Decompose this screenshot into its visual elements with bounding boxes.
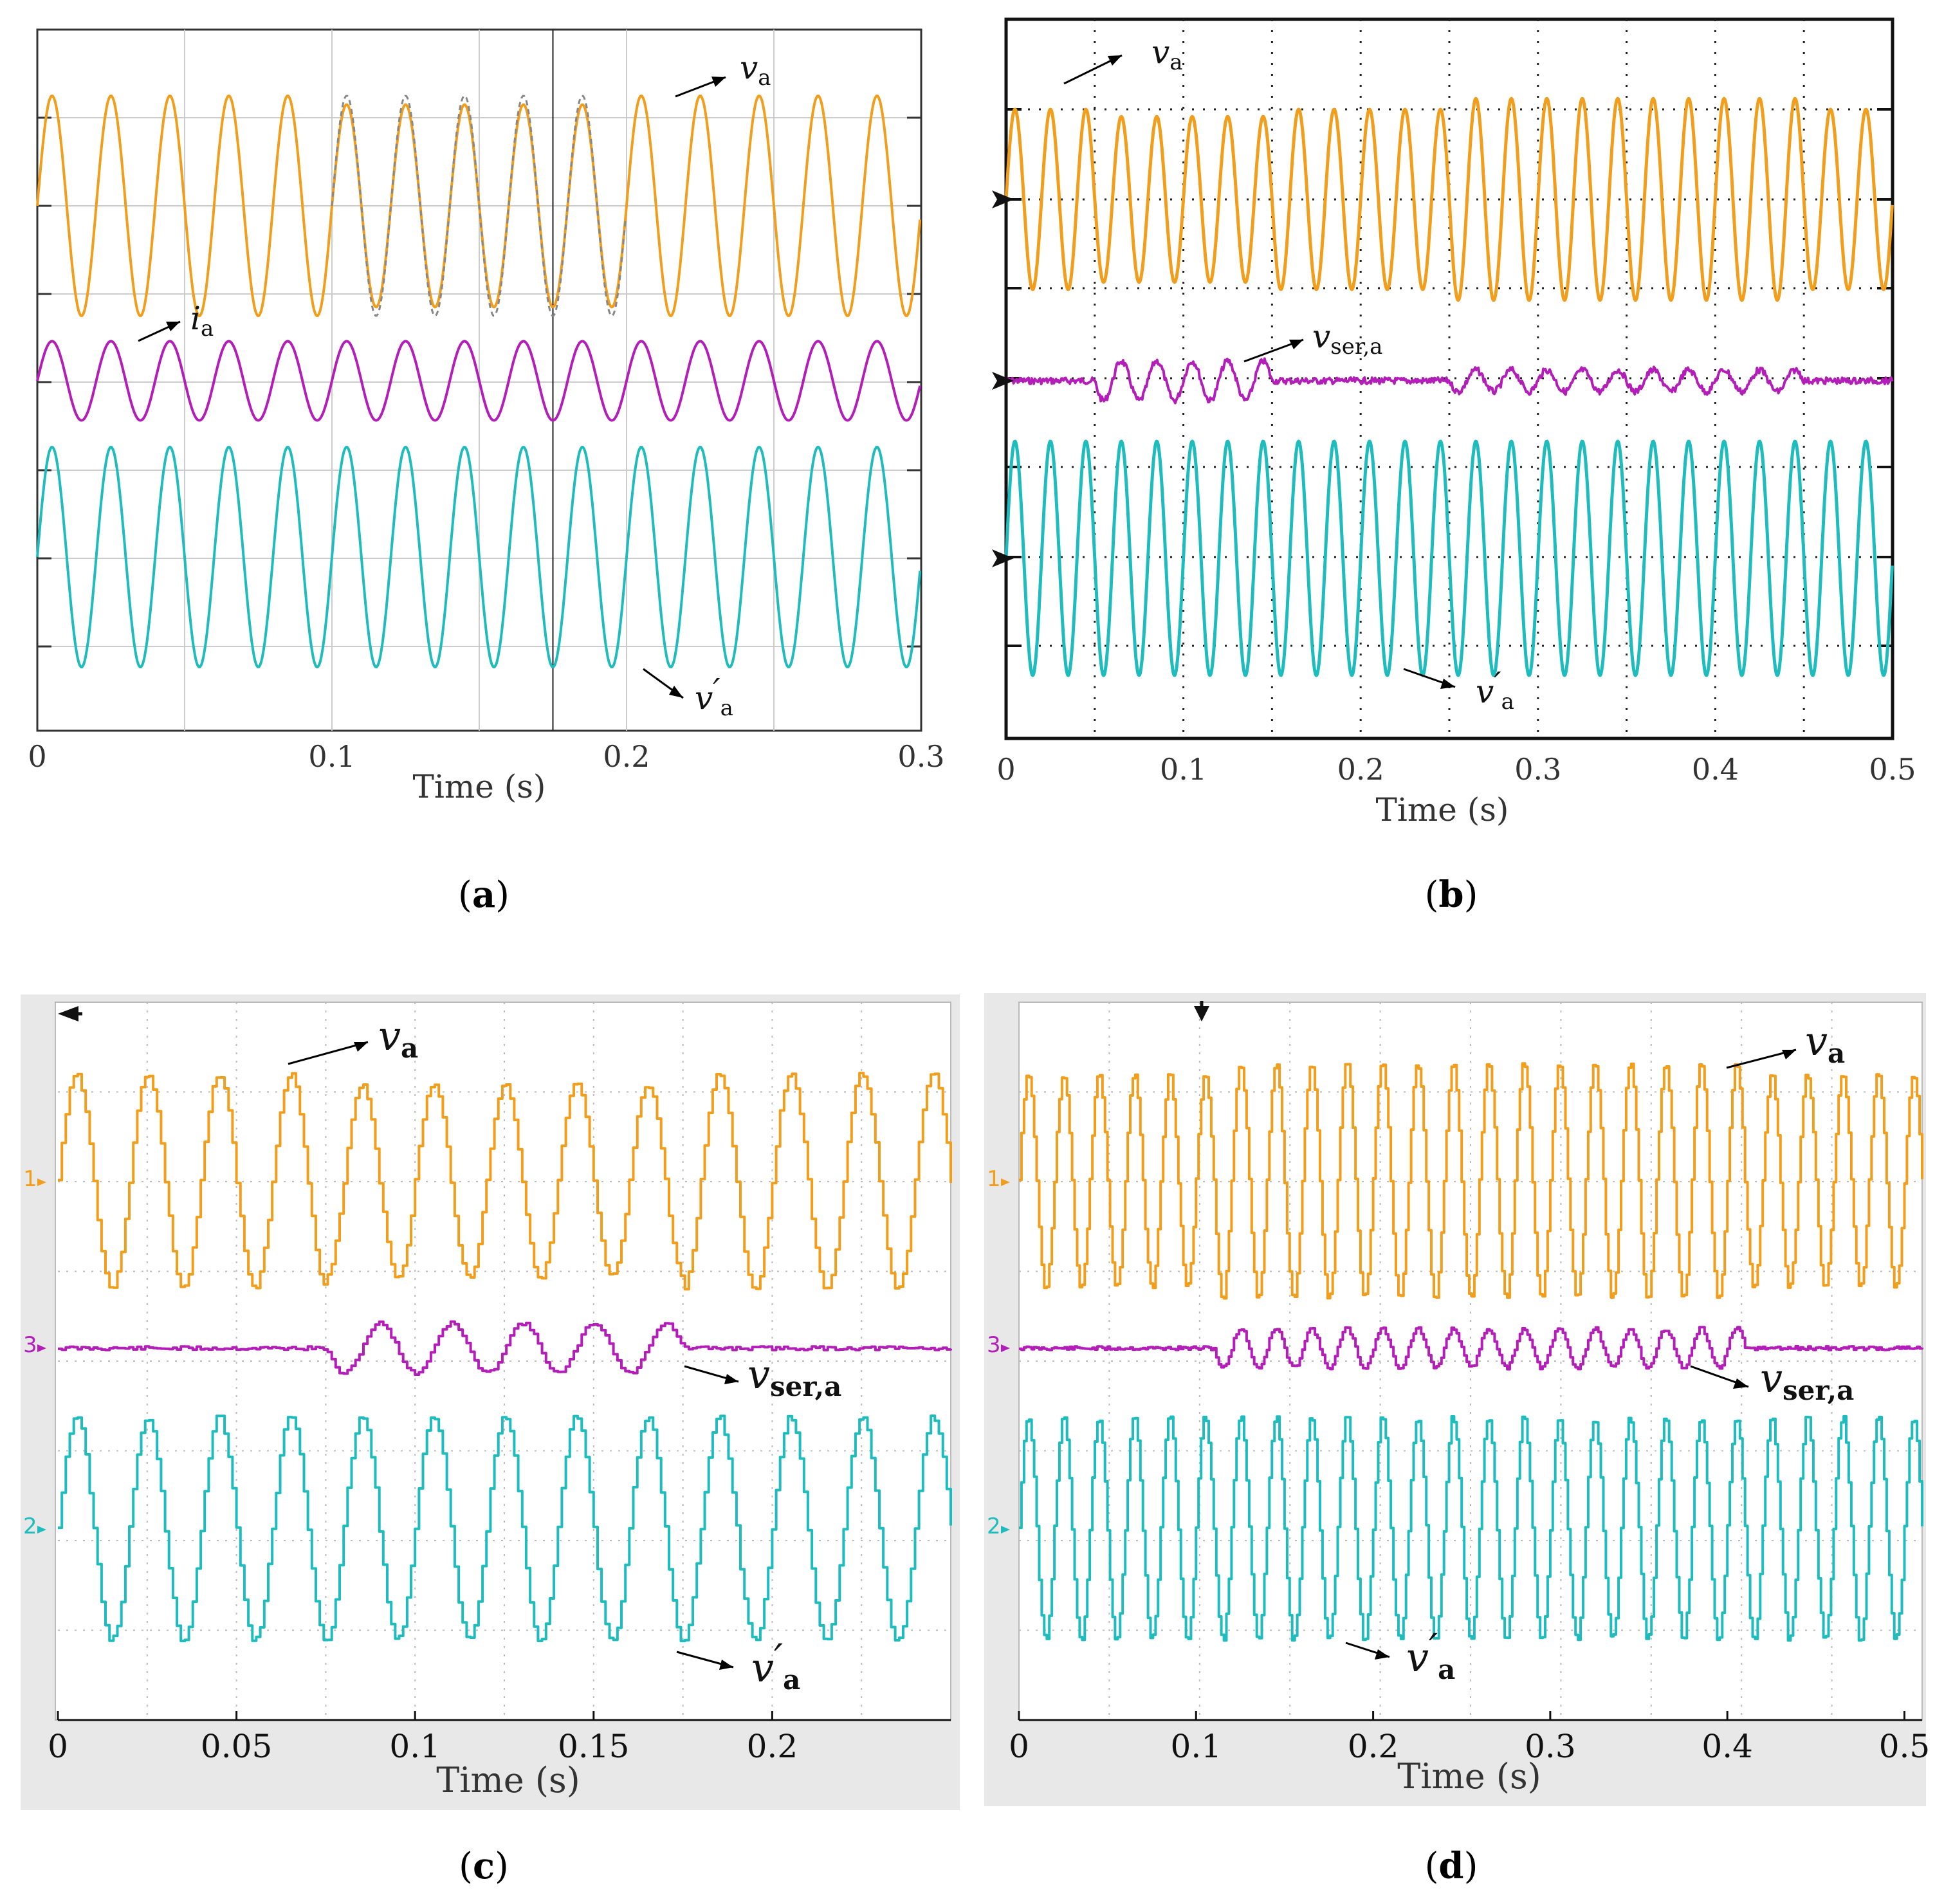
svg-text:v′a: v′a	[695, 672, 733, 721]
panel-a-label-ia: ia	[138, 300, 214, 342]
panel-d-xlabel: Time (s)	[1397, 1756, 1541, 1797]
trace-vprime-a	[36, 446, 922, 668]
panel-b-caption: (b)	[1425, 874, 1478, 916]
trace-vprime-a	[1004, 439, 1894, 677]
x-tick-label: 0.2	[1348, 1728, 1399, 1765]
trace-vser-a	[1005, 357, 1894, 405]
panel-d: 0 0.1 0.2 0.3 0.4 0.5 1 3 2 Time (s) va vser,…	[984, 993, 1930, 1887]
svg-text:3: 3	[23, 1332, 37, 1358]
svg-text:ia: ia	[190, 300, 214, 342]
panel-d-x-ticks: 0 0.1 0.2 0.3 0.4 0.5	[1009, 1711, 1930, 1765]
label-sub: a	[758, 65, 771, 91]
svg-text:va: va	[1805, 1018, 1845, 1069]
x-tick-label: 0.1	[308, 739, 355, 774]
svg-text:va: va	[740, 49, 771, 91]
panel-b: 0 0.1 0.2 0.3 0.4 0.5 Time (s) va vser,a v′a …	[992, 17, 1916, 916]
x-tick-label: 0.5	[1879, 1728, 1930, 1765]
x-tick-label: 0.05	[201, 1728, 272, 1765]
x-tick-label: 0.1	[1171, 1728, 1222, 1765]
panel-a-plot: 0 0.1 0.2 0.3	[28, 28, 945, 774]
panel-c-traces	[58, 1072, 952, 1643]
panel-c-channel-markers: 1 3 2	[23, 1166, 46, 1539]
channel-arrow-icon	[992, 190, 1014, 208]
trace-va	[1004, 96, 1894, 302]
svg-text:va: va	[1151, 33, 1183, 75]
panel-b-label-vser: vser,a	[1243, 318, 1382, 363]
panel-a-x-ticks: 0 0.1 0.2 0.3	[28, 739, 944, 774]
x-tick-label: 0.15	[558, 1728, 629, 1765]
svg-text:3: 3	[987, 1332, 1001, 1358]
panel-b-xlabel: Time (s)	[1376, 791, 1509, 828]
x-tick-label: 0	[1009, 1728, 1029, 1765]
panel-c-label-vprime-a: v′a	[676, 1635, 800, 1696]
svg-text:v′a: v′a	[1476, 665, 1514, 715]
x-tick-label: 0.1	[1160, 752, 1207, 787]
panel-c-label-vser: vser,a	[684, 1351, 841, 1402]
x-tick-label: 0	[48, 1728, 68, 1765]
channel-arrow-icon	[992, 549, 1014, 567]
label-main: v	[740, 49, 758, 86]
svg-text:vser,a: vser,a	[1760, 1355, 1854, 1406]
svg-text:vser,a: vser,a	[1312, 318, 1382, 360]
panel-c-x-ticks: 0 0.05 0.1 0.15 0.2	[48, 1711, 951, 1765]
panel-a-label-vprime-a: v′a	[643, 668, 733, 721]
svg-text:2: 2	[987, 1514, 1001, 1539]
svg-text:v′a: v′a	[1406, 1625, 1455, 1685]
svg-text:1: 1	[23, 1166, 37, 1192]
x-tick-label: 0.4	[1692, 752, 1739, 787]
panel-d-channel-markers: 1 3 2	[987, 1166, 1010, 1539]
panel-d-label-vser: vser,a	[1690, 1355, 1854, 1406]
panel-b-channel-arrows	[992, 190, 1014, 567]
x-tick-label: 0	[996, 752, 1015, 787]
x-tick-label: 0.2	[603, 739, 650, 774]
x-tick-label: 0	[28, 739, 46, 774]
trace-ia	[36, 340, 922, 422]
panel-c: 0 0.05 0.1 0.15 0.2 1 3 2 Time (s) va vser,a…	[21, 994, 960, 1887]
trigger-arrow-icon	[1194, 1006, 1209, 1021]
panel-c-caption: (c)	[459, 1845, 509, 1887]
panel-c-xlabel: Time (s)	[436, 1760, 580, 1800]
panel-d-trigger-marker	[1194, 1001, 1209, 1021]
panel-d-label-va: va	[1726, 1018, 1845, 1069]
panel-d-traces	[1019, 1062, 1923, 1642]
svg-text:va: va	[378, 1012, 418, 1064]
svg-text:2: 2	[23, 1514, 37, 1539]
panel-a-traces	[36, 95, 922, 668]
panel-d-label-vprime-a: v′a	[1345, 1625, 1455, 1685]
svg-text:v′a: v′a	[751, 1635, 800, 1696]
panel-a-label-va: va	[675, 49, 771, 98]
panel-b-plot: 0 0.1 0.2 0.3 0.4 0.5	[992, 17, 1916, 787]
panel-c-label-va: va	[288, 1012, 418, 1065]
x-tick-label: 0.2	[1337, 752, 1384, 787]
trace-vser-a	[1019, 1326, 1923, 1371]
panel-b-label-vprime-a: v′a	[1403, 665, 1514, 715]
trace-va	[58, 1072, 952, 1291]
trace-va-nominal	[331, 95, 627, 317]
trigger-arrow-icon	[58, 1006, 78, 1021]
x-tick-label: 0.1	[389, 1728, 441, 1765]
panel-c-trigger-marker	[58, 1006, 82, 1021]
panel-a-xlabel: Time (s)	[413, 768, 546, 805]
trace-vser-a	[58, 1320, 952, 1376]
panel-a-caption: (a)	[458, 874, 509, 916]
panel-b-label-va: va	[1063, 33, 1183, 85]
svg-text:vser,a: vser,a	[747, 1351, 841, 1402]
panel-d-caption: (d)	[1425, 1845, 1478, 1887]
x-tick-label: 0.5	[1869, 752, 1916, 787]
trace-va	[1019, 1062, 1923, 1300]
panel-a: 0 0.1 0.2 0.3 Time (s) va ia v′a (a)	[28, 28, 945, 916]
svg-text:1: 1	[987, 1166, 1001, 1192]
x-tick-label: 0.2	[747, 1728, 798, 1765]
x-tick-label: 0.3	[897, 739, 944, 774]
x-tick-label: 0.4	[1701, 1728, 1753, 1765]
trace-vprime-a	[58, 1414, 952, 1643]
channel-arrow-icon	[992, 372, 1014, 390]
x-tick-label: 0.3	[1514, 752, 1561, 787]
trace-vprime-a	[1019, 1414, 1923, 1642]
x-tick-label: 0.3	[1525, 1728, 1576, 1765]
panel-b-x-ticks: 0 0.1 0.2 0.3 0.4 0.5	[996, 752, 1916, 787]
panel-b-traces	[1004, 96, 1894, 677]
